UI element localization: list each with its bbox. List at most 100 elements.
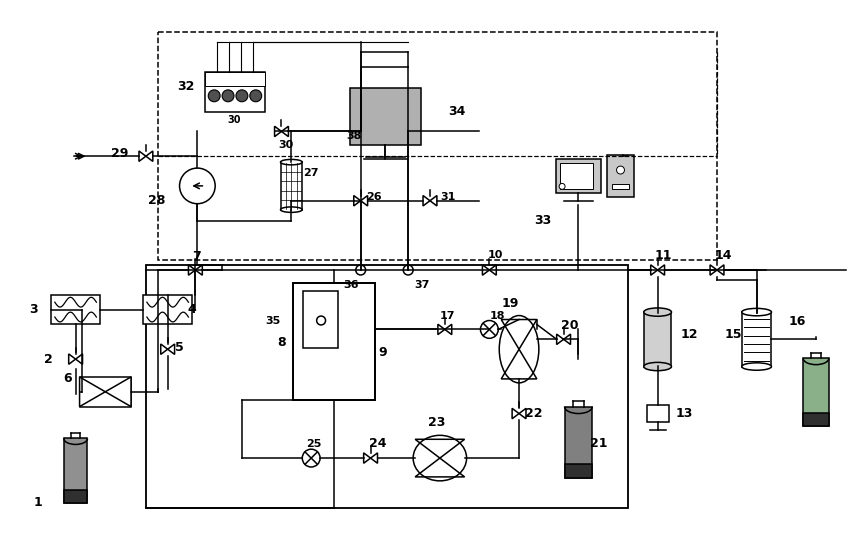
- Polygon shape: [717, 265, 723, 275]
- Circle shape: [250, 90, 262, 102]
- Circle shape: [355, 265, 366, 275]
- FancyBboxPatch shape: [564, 464, 591, 478]
- Polygon shape: [69, 354, 76, 364]
- Circle shape: [208, 90, 220, 102]
- Circle shape: [179, 168, 215, 204]
- Text: 11: 11: [653, 249, 671, 262]
- Text: 6: 6: [64, 372, 72, 385]
- FancyBboxPatch shape: [64, 490, 88, 502]
- Polygon shape: [709, 265, 717, 275]
- Text: 8: 8: [277, 336, 285, 349]
- Polygon shape: [195, 265, 202, 275]
- FancyBboxPatch shape: [64, 439, 88, 502]
- FancyBboxPatch shape: [564, 407, 591, 478]
- FancyBboxPatch shape: [205, 72, 264, 112]
- Text: 18: 18: [489, 311, 504, 320]
- Ellipse shape: [280, 207, 302, 213]
- FancyBboxPatch shape: [79, 377, 131, 407]
- Circle shape: [302, 449, 320, 467]
- FancyBboxPatch shape: [646, 404, 668, 422]
- Text: 31: 31: [440, 192, 455, 202]
- Polygon shape: [354, 196, 360, 206]
- FancyBboxPatch shape: [611, 184, 629, 189]
- Polygon shape: [482, 265, 489, 275]
- Text: 30: 30: [227, 114, 240, 125]
- Text: 22: 22: [524, 407, 542, 420]
- Text: 1: 1: [34, 496, 43, 509]
- Polygon shape: [444, 324, 452, 335]
- Polygon shape: [650, 265, 657, 275]
- Polygon shape: [281, 126, 288, 137]
- Polygon shape: [489, 265, 496, 275]
- Text: 19: 19: [501, 297, 518, 310]
- Text: 32: 32: [177, 81, 195, 93]
- FancyBboxPatch shape: [560, 162, 592, 189]
- Text: 27: 27: [303, 168, 319, 178]
- Ellipse shape: [643, 362, 671, 371]
- Text: 21: 21: [590, 437, 607, 450]
- FancyBboxPatch shape: [803, 413, 828, 426]
- FancyBboxPatch shape: [293, 283, 374, 399]
- Circle shape: [316, 316, 325, 325]
- Text: 38: 38: [345, 131, 360, 141]
- Text: 25: 25: [306, 439, 321, 449]
- Text: 16: 16: [787, 315, 804, 328]
- Text: 14: 14: [714, 249, 732, 262]
- Text: 29: 29: [111, 147, 129, 160]
- Polygon shape: [188, 265, 195, 275]
- Polygon shape: [511, 408, 518, 419]
- Polygon shape: [415, 439, 464, 458]
- Polygon shape: [423, 196, 429, 206]
- Text: 13: 13: [675, 407, 692, 420]
- Text: 9: 9: [378, 346, 387, 359]
- Text: 28: 28: [147, 194, 165, 207]
- Ellipse shape: [741, 363, 770, 370]
- Polygon shape: [657, 265, 664, 275]
- FancyBboxPatch shape: [280, 162, 302, 210]
- Text: 26: 26: [366, 192, 381, 202]
- Polygon shape: [501, 349, 536, 379]
- FancyBboxPatch shape: [51, 295, 101, 324]
- FancyBboxPatch shape: [606, 155, 634, 197]
- Polygon shape: [563, 334, 570, 344]
- FancyBboxPatch shape: [556, 159, 600, 193]
- Polygon shape: [429, 196, 436, 206]
- Polygon shape: [105, 377, 131, 407]
- Ellipse shape: [280, 160, 302, 165]
- Polygon shape: [370, 453, 377, 463]
- Polygon shape: [274, 126, 281, 137]
- Polygon shape: [146, 151, 153, 161]
- Text: 4: 4: [187, 303, 196, 316]
- Circle shape: [222, 90, 233, 102]
- Circle shape: [403, 265, 412, 275]
- FancyBboxPatch shape: [143, 295, 193, 324]
- Polygon shape: [501, 319, 536, 349]
- Ellipse shape: [643, 308, 671, 316]
- Polygon shape: [363, 453, 370, 463]
- Text: 7: 7: [193, 250, 201, 263]
- Circle shape: [480, 320, 498, 338]
- Polygon shape: [168, 344, 175, 354]
- FancyBboxPatch shape: [741, 312, 770, 367]
- Polygon shape: [160, 344, 168, 354]
- Polygon shape: [76, 354, 83, 364]
- Text: 35: 35: [265, 316, 280, 325]
- FancyBboxPatch shape: [349, 88, 421, 146]
- Text: 36: 36: [343, 280, 358, 290]
- Polygon shape: [139, 151, 146, 161]
- Text: 20: 20: [560, 319, 578, 332]
- Polygon shape: [360, 196, 367, 206]
- Text: 23: 23: [428, 416, 445, 429]
- Text: 34: 34: [447, 105, 464, 118]
- FancyBboxPatch shape: [303, 291, 337, 348]
- Text: 24: 24: [368, 437, 386, 450]
- FancyBboxPatch shape: [803, 358, 828, 426]
- Polygon shape: [518, 408, 526, 419]
- FancyBboxPatch shape: [205, 72, 264, 86]
- Text: 15: 15: [724, 328, 741, 341]
- Text: 5: 5: [175, 341, 183, 354]
- Polygon shape: [79, 377, 105, 407]
- Circle shape: [236, 90, 248, 102]
- Text: 10: 10: [486, 250, 502, 260]
- Polygon shape: [415, 458, 464, 477]
